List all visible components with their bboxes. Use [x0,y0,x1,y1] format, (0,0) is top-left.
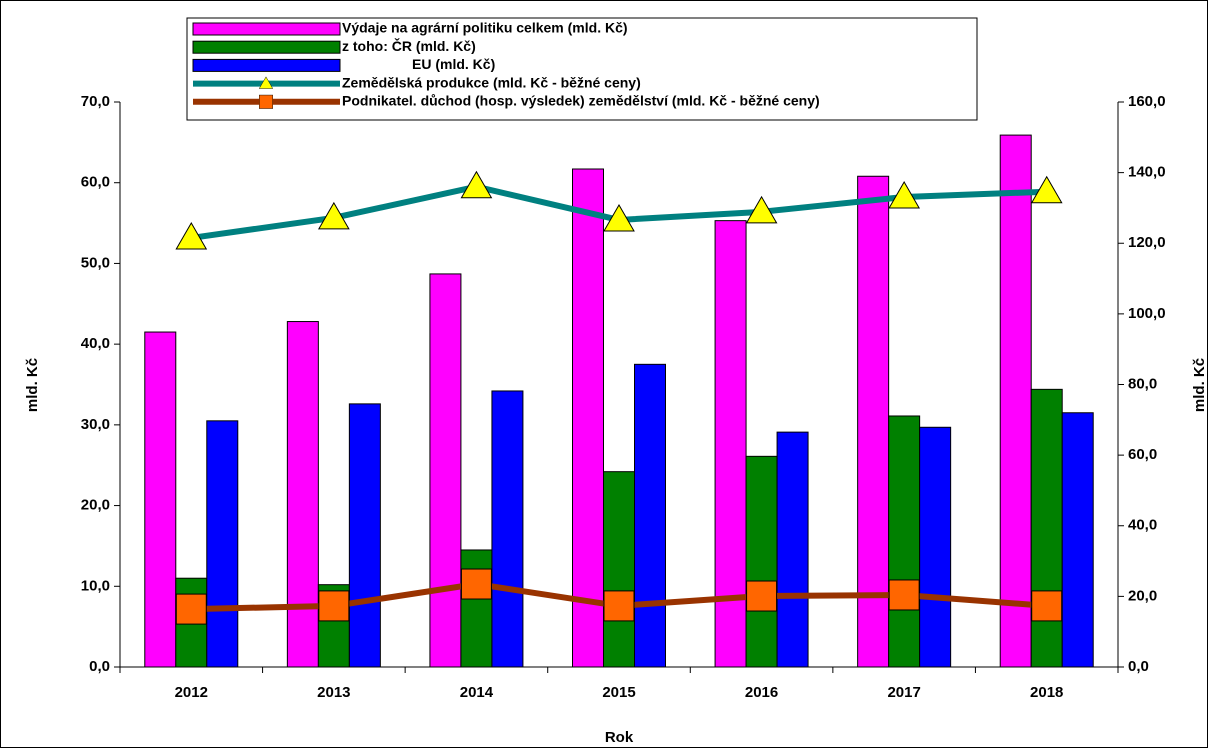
bar [206,420,239,668]
bar [1061,412,1094,668]
line-marker [259,94,273,109]
legend-label: Výdaje na agrární politiku celkem (mld. … [342,20,628,36]
x-tick-label: 2013 [317,684,350,701]
line-marker [746,580,778,612]
bar [348,403,381,668]
line-marker [888,180,921,209]
bar [460,549,493,668]
line-marker [603,203,635,232]
y-tick-label: 50,0 [81,254,110,271]
line-marker [318,590,350,622]
legend-label: Zemědělská produkce (mld. Kč - běžné cen… [342,74,641,90]
bar [286,321,319,668]
legend: Výdaje na agrární politiku celkem (mld. … [186,17,978,121]
bar [603,471,635,668]
x-axis-title: Rok [605,729,634,746]
y-tick-label: 60,0 [81,174,110,191]
y-tick-label: 0,0 [89,658,110,675]
y2-axis-title: mld. Kč [1191,358,1208,412]
y-tick-label: 30,0 [81,416,110,433]
y2-tick-label: 120,0 [1128,234,1166,251]
bar [1030,388,1063,668]
bar [999,134,1032,668]
bar [572,168,604,668]
y2-tick-label: 160,0 [1128,93,1166,110]
y2-tick-label: 80,0 [1128,375,1157,392]
y-axis-title: mld. Kč [24,358,41,412]
x-tick-label: 2014 [460,684,494,701]
y2-tick-label: 60,0 [1128,446,1157,463]
y-tick-label: 10,0 [81,577,110,594]
y2-tick-label: 40,0 [1128,517,1157,534]
line-marker [175,221,208,250]
legend-swatch [192,40,341,54]
line-marker [745,195,778,224]
line-marker [1030,175,1063,204]
x-tick-label: 2015 [602,684,635,701]
bar [919,426,952,668]
legend-label: EU (mld. Kč) [412,56,495,72]
legend-swatch [192,22,341,36]
bar [491,390,524,668]
y2-tick-label: 140,0 [1128,164,1166,181]
x-tick-label: 2012 [175,684,208,701]
line-marker [317,201,350,230]
bar [429,273,462,668]
legend-swatch [192,58,341,72]
bar [745,455,778,668]
y2-tick-label: 20,0 [1128,587,1157,604]
y-tick-label: 20,0 [81,497,110,514]
bar [776,431,809,668]
legend-label: z toho: ČR (mld. Kč) [342,37,476,54]
line-marker [1031,590,1063,622]
y-tick-label: 40,0 [81,335,110,352]
line-marker [175,593,207,625]
x-tick-label: 2018 [1030,684,1063,701]
y2-tick-label: 0,0 [1128,658,1149,675]
legend-marker [258,76,274,89]
bar [634,363,666,668]
line-marker [603,590,635,622]
bar [714,220,747,668]
bar [888,415,921,668]
y2-tick-label: 100,0 [1128,305,1166,322]
legend-label: Podnikatel. důchod (hosp. výsledek) země… [342,93,820,109]
y-tick-label: 70,0 [81,93,110,110]
bar [144,331,177,668]
line-marker [460,568,492,600]
x-tick-label: 2016 [745,684,778,701]
x-tick-label: 2017 [887,684,920,701]
legend-marker [259,94,273,109]
line-marker [258,76,274,89]
bar [857,175,890,668]
line-marker [888,579,920,611]
line-marker [460,170,493,199]
